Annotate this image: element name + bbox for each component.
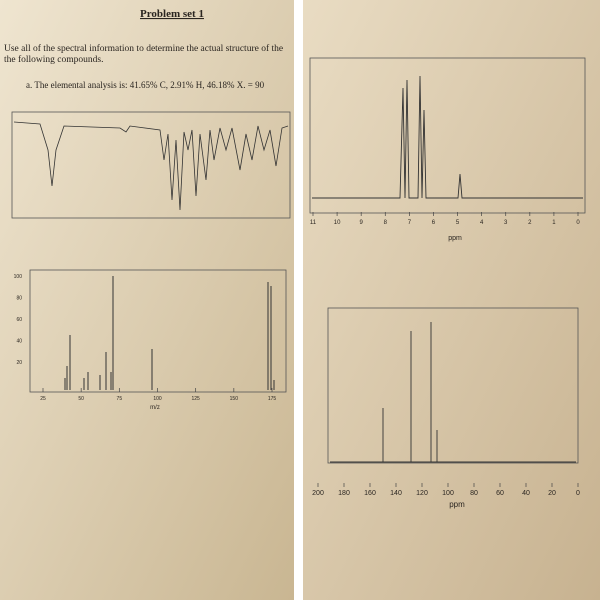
x-tick-label: 6 bbox=[432, 220, 436, 226]
x-tick-label: 175 bbox=[268, 396, 277, 402]
y-tick-label: 60 bbox=[16, 317, 22, 323]
x-tick-label: 4 bbox=[480, 220, 484, 226]
title: Problem set 1 bbox=[140, 8, 204, 20]
h-nmr-frame bbox=[309, 57, 586, 214]
ms-peaks bbox=[64, 276, 275, 390]
y-tick-label: 20 bbox=[16, 360, 22, 366]
x-axis-label: ppm bbox=[448, 235, 462, 242]
x-tick-label: 40 bbox=[522, 490, 530, 497]
x-tick-label: 5 bbox=[456, 220, 460, 226]
x-tick-label: 140 bbox=[390, 490, 402, 497]
x-tick-label: 7 bbox=[408, 220, 412, 226]
ms-peak bbox=[64, 276, 275, 390]
x-axis-label: ppm bbox=[449, 500, 465, 509]
problem: a. The elemental analysis is: 41.65% C, … bbox=[26, 80, 265, 90]
y-tick-label: 80 bbox=[16, 296, 22, 302]
right-page bbox=[303, 0, 600, 600]
x-tick-label: 200 bbox=[312, 490, 324, 497]
x-tick-label: 80 bbox=[470, 490, 478, 497]
x-tick-label: 8 bbox=[384, 220, 388, 226]
ir-frame bbox=[11, 111, 291, 219]
x-tick-label: 160 bbox=[364, 490, 376, 497]
c-nmr-trace bbox=[330, 322, 576, 463]
x-tick-label: 125 bbox=[191, 396, 200, 402]
x-tick-label: 2 bbox=[528, 220, 532, 226]
x-tick-label: 150 bbox=[230, 396, 239, 402]
x-tick-label: 11 bbox=[310, 220, 317, 226]
x-tick-label: 100 bbox=[442, 490, 454, 497]
h-nmr-trace bbox=[312, 75, 583, 199]
ms-frame bbox=[29, 269, 287, 393]
x-tick-label: 1 bbox=[552, 220, 556, 226]
x-tick-label: 180 bbox=[338, 490, 350, 497]
x-tick-label: 0 bbox=[576, 490, 580, 497]
x-tick-label: 9 bbox=[360, 220, 364, 226]
instruction-line: Use all of the spectral information to d… bbox=[4, 43, 283, 54]
x-tick-label: 3 bbox=[504, 220, 508, 226]
x-tick-label: 60 bbox=[496, 490, 504, 497]
x-tick-label: 20 bbox=[548, 490, 556, 497]
ir-trace bbox=[13, 121, 289, 211]
x-axis-label: m/z bbox=[150, 405, 160, 411]
x-tick-label: 0 bbox=[576, 220, 580, 226]
x-tick-label: 100 bbox=[153, 396, 162, 402]
left-page bbox=[0, 0, 294, 600]
c-nmr-frame bbox=[327, 307, 579, 464]
x-tick-label: 75 bbox=[117, 396, 123, 402]
x-tick-label: 50 bbox=[78, 396, 84, 402]
y-tick-label: 100 bbox=[14, 274, 23, 280]
y-tick-label: 40 bbox=[16, 339, 22, 345]
instruction-line: the following compounds. bbox=[4, 54, 103, 65]
x-tick-label: 120 bbox=[416, 490, 428, 497]
x-tick-label: 10 bbox=[334, 220, 341, 226]
x-tick-label: 25 bbox=[40, 396, 46, 402]
